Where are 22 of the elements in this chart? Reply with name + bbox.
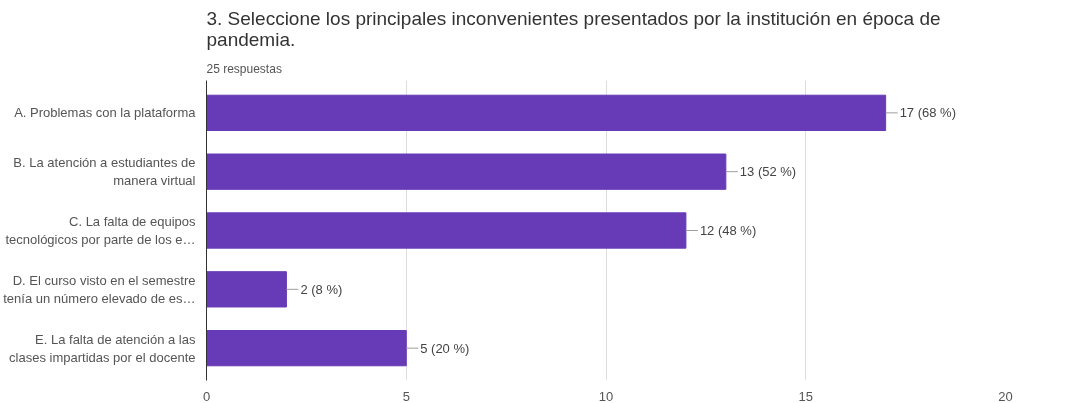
bar bbox=[206, 212, 687, 249]
data-label: 17 (68 %) bbox=[899, 105, 957, 121]
data-label: 2 (8 %) bbox=[300, 281, 343, 297]
bar bbox=[206, 271, 287, 308]
x-tick-label: 15 bbox=[798, 388, 813, 403]
x-tick-label: 5 bbox=[402, 388, 410, 403]
chart-title: 3. Seleccione los principales inconvenientes presentados por la institución en época de pandemia. bbox=[206, 7, 941, 50]
x-tick-label: 0 bbox=[202, 388, 211, 403]
data-label: 13 (52 %) bbox=[739, 164, 797, 180]
y-tick-label: D. El curso visto en el semestre tenía un número elevado de es… bbox=[3, 272, 196, 306]
bar bbox=[206, 153, 727, 190]
bar bbox=[206, 94, 887, 131]
y-tick-label: B. La atención a estudiantes de manera virtual bbox=[13, 155, 196, 189]
x-tick-label: 10 bbox=[598, 388, 614, 403]
chart-subtitle: 25 respuestas bbox=[206, 61, 282, 76]
data-label: 12 (48 %) bbox=[699, 223, 757, 238]
data-label: 5 (20 %) bbox=[420, 340, 470, 356]
y-tick-label: C. La falta de equipos tecnológicos por parte de los e… bbox=[5, 214, 196, 247]
y-tick-label: E. La falta de atención a las clases impartidas por el docente bbox=[9, 331, 196, 365]
y-tick-label: A. Problemas con la plataforma bbox=[14, 105, 197, 121]
x-tick-label: 20 bbox=[998, 388, 1013, 403]
bar bbox=[206, 330, 407, 367]
